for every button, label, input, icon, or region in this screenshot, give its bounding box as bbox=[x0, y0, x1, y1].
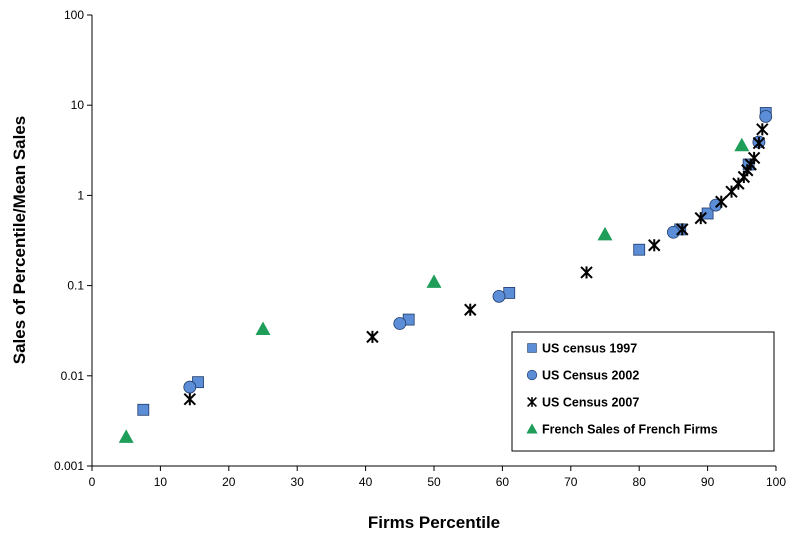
legend-label-french-sales-of-french-firms: French Sales of French Firms bbox=[542, 423, 718, 437]
point-us-census-2007 bbox=[580, 266, 593, 279]
point-us-census-1997 bbox=[701, 207, 714, 220]
point-us-census-2007 bbox=[648, 239, 661, 252]
point-us-census-2002 bbox=[183, 380, 197, 394]
legend-box bbox=[511, 331, 775, 452]
y-tick-label: 1 bbox=[77, 188, 84, 202]
point-us-census-2002 bbox=[759, 110, 773, 123]
x-tick-label: 70 bbox=[564, 475, 578, 489]
point-us-census-2007 bbox=[464, 303, 477, 316]
point-us-census-2002 bbox=[393, 317, 407, 330]
y-tick-label: 0.1 bbox=[67, 279, 84, 293]
point-us-census-2007 bbox=[366, 330, 379, 344]
point-us-census-2002 bbox=[492, 289, 506, 303]
legend-marker-french-sales-of-french-firms bbox=[526, 423, 538, 434]
point-french-sales-of-french-firms bbox=[255, 321, 271, 336]
point-french-sales-of-french-firms bbox=[426, 274, 442, 288]
legend-marker-us-census-2002 bbox=[526, 369, 538, 381]
legend-label-us-census-1997: US census 1997 bbox=[542, 342, 637, 356]
point-us-census-1997 bbox=[503, 286, 516, 299]
legend-item-us-census-2007: US Census 2007 bbox=[527, 396, 639, 410]
x-tick-label: 60 bbox=[496, 475, 510, 489]
x-tick-label: 100 bbox=[766, 475, 786, 489]
point-us-census-1997 bbox=[633, 243, 646, 256]
legend-label-us-census-2002: US Census 2002 bbox=[542, 369, 639, 383]
point-french-sales-of-french-firms bbox=[597, 226, 613, 241]
x-tick-label: 0 bbox=[89, 475, 96, 489]
point-us-census-2002 bbox=[667, 225, 680, 239]
point-us-census-2007 bbox=[747, 151, 761, 165]
legend-marker-us-census-1997 bbox=[527, 343, 537, 353]
point-us-census-2007 bbox=[715, 195, 728, 208]
x-tick-label: 30 bbox=[291, 475, 305, 489]
point-us-census-2007 bbox=[183, 393, 197, 406]
x-tick-label: 20 bbox=[222, 475, 236, 489]
y-axis-title: Sales of Percentile/Mean Sales bbox=[10, 116, 29, 365]
legend-item-us-census-1997: US census 1997 bbox=[527, 342, 637, 356]
x-axis-title: Firms Percentile bbox=[368, 513, 500, 532]
x-tick-label: 10 bbox=[154, 475, 168, 489]
legend-label-us-census-2007: US Census 2007 bbox=[542, 396, 639, 410]
point-us-census-2007 bbox=[756, 123, 769, 136]
tick-labels: 0 10 20 30 40 50 60 70 80 90 100 0.001 0.01 0.1 1 10 100 bbox=[54, 8, 786, 489]
y-tick-label: 0.001 bbox=[54, 459, 84, 473]
point-french-sales-of-french-firms bbox=[118, 429, 134, 443]
x-tick-label: 80 bbox=[633, 475, 647, 489]
point-french-sales-of-french-firms bbox=[734, 137, 750, 152]
legend: US census 1997 US Census 2002 US Census 20… bbox=[511, 331, 775, 452]
legend-marker-us-census-2007 bbox=[527, 397, 537, 407]
y-tick-label: 100 bbox=[64, 8, 84, 22]
x-tick-label: 90 bbox=[701, 475, 715, 489]
data-points bbox=[118, 107, 773, 443]
point-us-census-2007 bbox=[694, 211, 707, 225]
y-tick-label: 0.01 bbox=[61, 369, 85, 383]
x-tick-label: 50 bbox=[427, 475, 441, 489]
legend-item-french-sales-of-french-firms: French Sales of French Firms bbox=[526, 423, 718, 437]
point-us-census-2007 bbox=[752, 136, 766, 150]
x-tick-label: 40 bbox=[359, 475, 373, 489]
point-us-census-1997 bbox=[137, 403, 150, 416]
legend-item-us-census-2002: US Census 2002 bbox=[526, 369, 639, 383]
y-tick-label: 10 bbox=[71, 98, 85, 112]
point-us-census-2007 bbox=[676, 223, 689, 236]
